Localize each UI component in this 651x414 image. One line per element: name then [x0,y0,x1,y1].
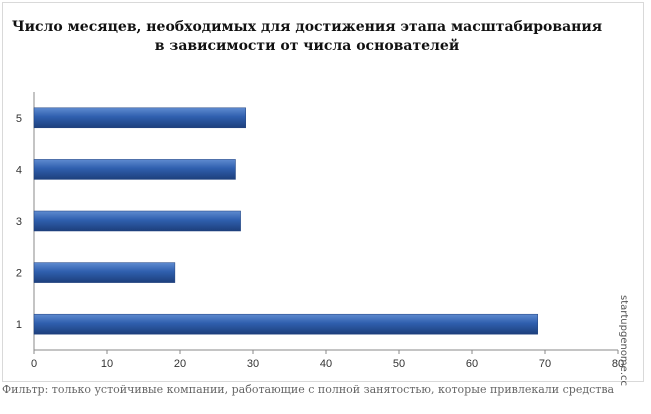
bar-4 [33,159,236,180]
x-tick-label: 50 [393,358,405,370]
bar-3 [33,210,241,232]
chart-title: Число месяцев, необходимых для достижени… [2,18,612,56]
x-tick-label: 0 [31,358,37,370]
x-tick-label: 10 [101,358,113,370]
x-tick-label: 30 [247,358,259,370]
chart-title-line-1: Число месяцев, необходимых для достижени… [11,19,603,35]
x-tick-label: 20 [174,358,186,370]
y-tick-label: 1 [16,319,22,331]
bar-2 [33,262,176,283]
y-tick-label: 5 [16,113,22,125]
x-tick-label: 60 [466,358,478,370]
chart-title-line-2: в зависимости от числа основателей [154,38,460,54]
filter-footnote: Фильтр: только устойчивые компании, рабо… [2,383,615,396]
bar-5 [33,107,246,129]
bar-1 [33,313,538,335]
y-tick-label: 4 [16,164,22,176]
source-watermark: startupgenome.cc [618,295,629,387]
y-tick-label: 3 [16,216,22,228]
x-tick-label: 80 [612,358,624,370]
x-tick-label: 40 [320,358,332,370]
x-tick-label: 70 [539,358,551,370]
y-tick-label: 2 [16,268,22,280]
